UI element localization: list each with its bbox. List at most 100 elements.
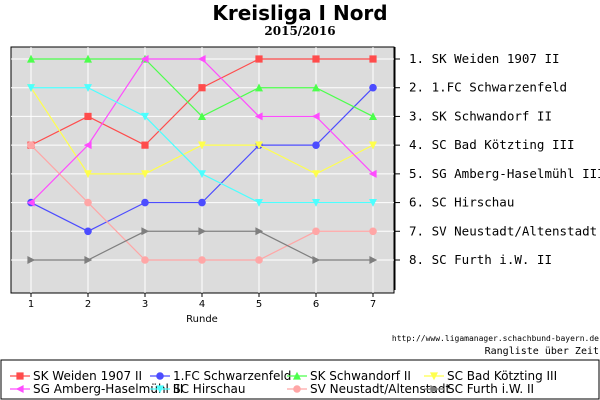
chart-title: Kreisliga I Nord xyxy=(212,1,387,25)
data-point xyxy=(369,227,377,236)
rank-label: 4. SC Bad Kötzting III xyxy=(409,137,575,152)
data-point xyxy=(198,227,207,236)
data-point xyxy=(197,55,206,63)
data-point xyxy=(369,198,377,207)
legend-item: 1.FC Schwarzenfeld xyxy=(150,369,291,383)
data-point xyxy=(369,141,377,150)
legend-label: SG Amberg-Haselmühl III xyxy=(33,382,183,396)
legend-label: SC Bad Kötzting III xyxy=(447,369,557,383)
x-tick-label: 3 xyxy=(142,299,148,310)
legend-item: SC Hirschau xyxy=(150,382,246,396)
legend-item: SC Bad Kötzting III xyxy=(424,369,557,383)
legend-marker xyxy=(156,385,164,394)
data-point xyxy=(255,198,263,207)
data-point xyxy=(198,84,206,92)
data-point xyxy=(198,256,206,264)
legend-marker xyxy=(16,372,24,380)
legend-marker xyxy=(430,372,438,381)
data-point xyxy=(141,112,149,121)
legend-item: SK Weiden 1907 II xyxy=(10,369,142,383)
data-point xyxy=(27,84,35,92)
data-point xyxy=(27,256,36,264)
source-url[interactable]: http://www.ligamanager.schachbund-bayern… xyxy=(392,334,599,343)
legend: SK Weiden 1907 II 1.FC Schwarzenfeld SK Sc… xyxy=(10,369,557,396)
data-point xyxy=(198,141,206,150)
rank-label: 1. SK Weiden 1907 II xyxy=(409,51,560,66)
data-point xyxy=(255,227,264,236)
legend-label: SV Neustadt/Altenstadt xyxy=(310,382,450,396)
data-point xyxy=(369,112,377,121)
legend-label: SC Hirschau xyxy=(173,382,246,396)
x-tick-label: 7 xyxy=(370,299,376,310)
chart-subtitle: 2015/2016 xyxy=(264,24,335,38)
x-tick-label: 1 xyxy=(28,299,34,310)
data-point xyxy=(27,54,35,63)
data-point xyxy=(312,55,320,63)
data-point xyxy=(312,141,320,149)
data-point xyxy=(198,198,206,207)
data-point xyxy=(312,227,320,236)
data-point xyxy=(312,198,320,207)
data-point xyxy=(84,227,92,236)
x-tick-label: 5 xyxy=(256,299,262,310)
data-point xyxy=(312,170,320,179)
data-point xyxy=(141,170,149,179)
data-point xyxy=(369,83,377,92)
rank-label: 2. 1.FC Schwarzenfeld xyxy=(409,80,567,95)
data-point xyxy=(255,83,263,92)
data-point xyxy=(311,112,320,121)
data-point xyxy=(84,256,93,264)
rank-label: 7. SV Neustadt/Altenstadt xyxy=(409,223,597,238)
data-point xyxy=(255,141,263,150)
legend-marker xyxy=(15,385,24,393)
rank-axis: 1. SK Weiden 1907 II 2. 1.FC Schwarzenfel… xyxy=(395,51,600,267)
rank-label: 3. SK Schwandorf II xyxy=(409,108,552,123)
legend-item: SK Schwandorf II xyxy=(287,369,411,383)
data-point xyxy=(254,112,263,121)
series-7 xyxy=(27,227,378,264)
data-point xyxy=(84,54,92,63)
series-2 xyxy=(27,54,377,121)
data-point xyxy=(255,256,263,264)
data-point xyxy=(141,141,149,149)
data-point xyxy=(84,112,92,121)
data-point xyxy=(312,256,321,264)
data-point xyxy=(369,55,377,63)
data-point xyxy=(26,198,35,207)
legend-label: 1.FC Schwarzenfeld xyxy=(173,369,291,383)
x-tick-label: 6 xyxy=(313,299,319,310)
rank-label: 8. SC Furth i.W. II xyxy=(409,252,552,267)
data-point xyxy=(141,256,149,264)
x-axis-label: Runde xyxy=(186,314,218,325)
legend-marker xyxy=(293,385,301,393)
x-tick-label: 2 xyxy=(85,299,91,310)
series-5 xyxy=(27,84,377,207)
data-point xyxy=(84,84,92,92)
data-point xyxy=(369,256,378,264)
data-point xyxy=(140,55,149,63)
data-point xyxy=(198,112,206,121)
data-point xyxy=(198,170,206,179)
series-4 xyxy=(26,55,377,207)
data-point xyxy=(84,198,92,207)
x-tick-label: 4 xyxy=(199,299,205,310)
legend-item: SC Furth i.W. II xyxy=(424,382,534,396)
legend-label: SC Furth i.W. II xyxy=(447,382,534,396)
data-point xyxy=(83,141,92,150)
data-point xyxy=(255,55,263,63)
legend-item: SG Amberg-Haselmühl III xyxy=(10,382,183,396)
data-point xyxy=(312,83,320,92)
footer-caption: Rangliste über Zeit xyxy=(485,346,599,357)
data-point xyxy=(27,141,35,149)
legend-marker xyxy=(430,385,439,393)
x-axis: 1 2 3 4 5 6 7 xyxy=(28,293,376,310)
series-lines xyxy=(26,54,378,264)
data-point xyxy=(141,227,150,236)
legend-item: SV Neustadt/Altenstadt xyxy=(287,382,450,396)
legend-marker xyxy=(293,371,301,380)
legend-label: SK Schwandorf II xyxy=(310,369,411,383)
rank-label: 5. SG Amberg-Haselmühl III xyxy=(409,166,600,181)
data-point xyxy=(84,170,92,179)
legend-marker xyxy=(156,372,164,380)
